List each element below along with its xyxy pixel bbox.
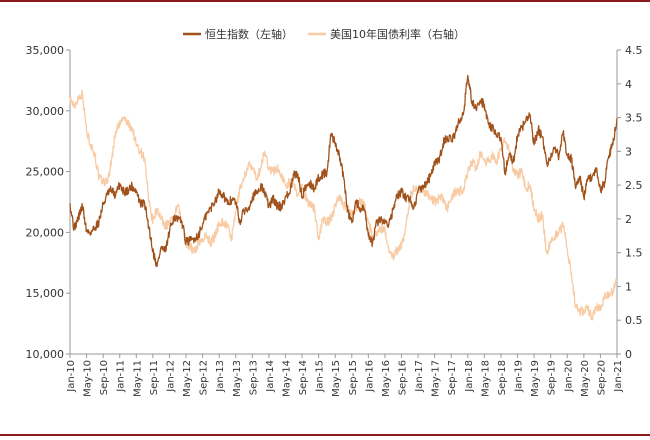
x-tick-label: Jan-17 [414, 360, 425, 393]
x-tick-label: May-15 [331, 360, 342, 397]
x-tick-label: Jan-14 [265, 360, 276, 393]
right-tick-label: 0.5 [625, 314, 643, 327]
x-tick-label: May-11 [132, 360, 143, 397]
legend-label-hsi: 恒生指数（左轴） [205, 27, 293, 41]
x-tick-label: May-10 [83, 360, 94, 397]
x-tick-label: Jan-12 [165, 360, 176, 393]
left-tick-label: 20,000 [26, 226, 65, 239]
x-tick-label: May-19 [530, 360, 541, 397]
right-tick-label: 1 [625, 280, 632, 293]
x-tick-label: Sep-10 [99, 360, 110, 395]
x-tick-label: Sep-17 [447, 360, 458, 395]
x-tick-label: Jan-11 [116, 360, 127, 393]
right-tick-label: 0 [625, 348, 632, 361]
x-tick-label: Jan-18 [464, 360, 475, 393]
series-line-ust10y [69, 89, 618, 321]
right-tick-label: 2 [625, 213, 632, 226]
left-tick-label: 25,000 [26, 166, 65, 179]
right-tick-label: 3 [625, 145, 632, 158]
x-tick-label: Sep-12 [199, 360, 210, 395]
x-tick-label: Jan-19 [514, 360, 525, 393]
left-tick-label: 15,000 [26, 287, 65, 300]
x-tick-label: May-14 [281, 360, 292, 397]
right-tick-label: 1.5 [625, 247, 643, 260]
x-tick-label: Sep-20 [596, 360, 607, 395]
x-tick-label: Jan-10 [66, 360, 77, 393]
x-tick-label: Sep-14 [298, 360, 309, 395]
x-tick-label: May-12 [182, 360, 193, 397]
top-rule [0, 0, 650, 2]
left-tick-label: 35,000 [26, 44, 65, 57]
x-tick-label: Jan-15 [315, 360, 326, 393]
x-tick-label: Sep-18 [497, 360, 508, 395]
right-tick-label: 2.5 [625, 179, 643, 192]
x-tick-label: Jan-20 [563, 360, 574, 393]
x-tick-label: Sep-15 [348, 360, 359, 395]
x-tick-label: May-17 [431, 360, 442, 397]
x-tick-label: Jan-13 [215, 360, 226, 393]
right-tick-label: 4.5 [625, 44, 643, 57]
x-tick-label: May-16 [381, 360, 392, 397]
x-tick-label: Sep-13 [248, 360, 259, 395]
x-tick-label: Jan-21 [613, 360, 624, 393]
x-tick-label: May-20 [580, 360, 591, 397]
left-tick-label: 10,000 [26, 348, 65, 361]
x-tick-label: Sep-19 [547, 360, 558, 395]
x-tick-label: Sep-11 [149, 360, 160, 395]
x-tick-label: Sep-16 [398, 360, 409, 395]
left-tick-label: 30,000 [26, 105, 65, 118]
series-line-hsi [69, 74, 618, 268]
bottom-rule [0, 434, 650, 436]
x-tick-label: May-18 [480, 360, 491, 397]
x-tick-label: May-13 [232, 360, 243, 397]
right-tick-label: 3.5 [625, 112, 643, 125]
right-tick-label: 4 [625, 78, 632, 91]
legend-label-ust10y: 美国10年国债利率（右轴） [330, 27, 465, 41]
x-tick-label: Jan-16 [364, 360, 375, 393]
